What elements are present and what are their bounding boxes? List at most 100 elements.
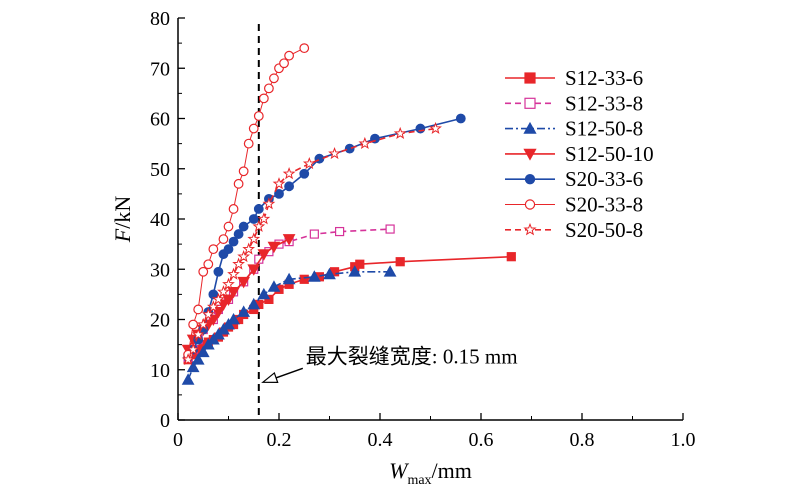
data-point xyxy=(198,266,209,277)
data-point xyxy=(227,312,240,325)
legend-label: S20-50-8 xyxy=(565,218,643,242)
data-point xyxy=(267,241,281,254)
data-point xyxy=(223,244,234,255)
data-point xyxy=(218,234,229,245)
legend-label: S12-50-10 xyxy=(565,142,654,166)
data-point xyxy=(348,265,362,277)
y-tick-label: 50 xyxy=(150,159,170,181)
y-tick-label: 80 xyxy=(150,8,170,30)
data-point xyxy=(186,342,200,356)
y-tick-label: 70 xyxy=(150,58,170,80)
data-point xyxy=(415,123,426,134)
data-point xyxy=(212,292,225,305)
data-point xyxy=(302,157,316,170)
data-point xyxy=(257,287,271,300)
data-point xyxy=(217,285,230,298)
data-point xyxy=(282,167,296,180)
legend-item: S12-33-8 xyxy=(505,91,643,115)
y-tick-label: 40 xyxy=(150,209,170,231)
annotation-text: 最大裂缝宽度: 0.15 mm xyxy=(306,344,518,368)
data-point xyxy=(284,181,295,192)
data-point xyxy=(524,173,536,185)
data-point xyxy=(523,121,537,134)
data-point xyxy=(196,345,210,358)
data-point xyxy=(258,93,269,104)
data-point xyxy=(247,297,261,310)
data-point xyxy=(186,360,200,373)
x-tick-label: 0.2 xyxy=(267,429,292,451)
series-S20-50-8 xyxy=(181,121,442,366)
legend-label: S12-50-8 xyxy=(565,117,643,141)
legend-item: S12-50-10 xyxy=(505,142,654,166)
y-tick-label: 30 xyxy=(150,259,170,281)
x-axis-label-subscript: max xyxy=(407,473,431,488)
y-tick-label: 20 xyxy=(150,310,170,332)
x-tick-label: 0.6 xyxy=(469,429,494,451)
series-S20-33-8 xyxy=(183,43,310,360)
data-point xyxy=(237,249,251,263)
data-point xyxy=(523,222,537,236)
legend: S12-33-6S12-33-8S12-50-8S12-50-10S20-33-… xyxy=(505,66,654,242)
data-point xyxy=(243,138,254,149)
x-tick-label: 1.0 xyxy=(671,429,696,451)
data-point xyxy=(282,272,296,285)
data-point xyxy=(253,111,264,121)
data-point xyxy=(188,319,199,330)
series-S12-50-8 xyxy=(181,265,397,385)
data-point xyxy=(393,126,407,140)
legend-label: S20-33-8 xyxy=(565,193,643,217)
data-point xyxy=(524,199,536,210)
legend-item: S20-50-8 xyxy=(505,218,643,242)
legend-item: S20-33-8 xyxy=(505,193,643,217)
data-point xyxy=(227,267,240,280)
data-point xyxy=(429,121,442,134)
legend-label: S20-33-6 xyxy=(565,167,643,191)
data-point xyxy=(269,73,279,84)
y-tick-label: 10 xyxy=(150,360,170,382)
axis-labels: F/kN Wmax/mm xyxy=(110,196,472,488)
y-tick-label: 60 xyxy=(150,109,170,131)
data-point xyxy=(272,177,286,190)
data-point xyxy=(233,229,244,239)
annotation: 最大裂缝宽度: 0.15 mm xyxy=(261,344,518,384)
data-point xyxy=(344,143,355,154)
data-point xyxy=(524,97,536,109)
data-point xyxy=(253,204,264,214)
data-point xyxy=(181,352,195,366)
data-point xyxy=(191,353,205,365)
data-point xyxy=(238,166,249,177)
data-point xyxy=(267,280,281,292)
data-point xyxy=(262,197,276,210)
legend-item: S12-50-8 xyxy=(505,117,643,141)
y-axis-label-symbol: F xyxy=(110,228,135,243)
data-point xyxy=(299,168,310,179)
data-point xyxy=(228,236,239,247)
legend-item: S12-33-6 xyxy=(505,66,643,90)
legend-label: S12-33-8 xyxy=(565,91,643,115)
data-point xyxy=(257,249,271,261)
data-point xyxy=(203,259,214,270)
data-point xyxy=(284,50,295,61)
data-point xyxy=(282,234,296,246)
axes: 0 0.2 0.4 0.6 0.8 1.0 0 10 20 30 40 50 60 70 80 xyxy=(150,8,696,451)
x-tick-label: 0.8 xyxy=(570,429,595,451)
data-point xyxy=(222,277,235,290)
data-point xyxy=(213,266,224,277)
data-point xyxy=(299,274,309,284)
x-axis-label: Wmax/mm xyxy=(389,458,472,488)
data-point xyxy=(264,294,274,304)
data-point xyxy=(383,265,397,277)
data-point xyxy=(242,242,256,255)
data-point xyxy=(191,327,205,341)
data-point xyxy=(233,178,244,189)
x-tick-label: 0 xyxy=(173,429,183,451)
data-point xyxy=(196,317,210,330)
y-axis-label: F/kN xyxy=(110,196,135,244)
legend-item: S20-33-6 xyxy=(505,167,643,191)
x-tick-label: 0.4 xyxy=(368,429,393,451)
series-layer xyxy=(181,43,516,385)
data-point xyxy=(223,221,234,232)
data-point xyxy=(328,146,341,160)
data-point xyxy=(248,214,259,224)
